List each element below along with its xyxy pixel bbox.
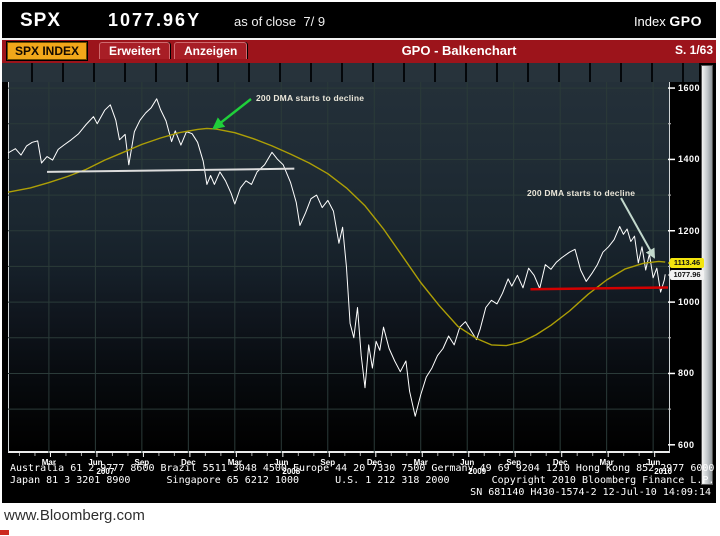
y-axis-label: 600 [678, 439, 695, 450]
as-of-text: as of close 7/ 9 [234, 14, 326, 29]
ticker-symbol: SPX [20, 10, 62, 31]
x-axis-label: Jun [88, 458, 103, 467]
x-axis-label: Jun [460, 458, 475, 467]
tab-anzeigen[interactable]: Anzeigen [174, 42, 248, 59]
x-axis-year-label: 2007 [96, 467, 115, 476]
red-dash-decoration [0, 530, 9, 535]
chart-title: GPO - Balkenchart [401, 43, 517, 58]
toolbar: SPX INDEX Erweitert Anzeigen GPO - Balke… [2, 40, 716, 63]
x-axis-year-label: 2010 [654, 467, 673, 476]
page-indicator[interactable]: S. 1/63 [674, 43, 713, 57]
footer-line-1: Australia 61 2 9777 8600 Brazil 5511 304… [10, 463, 715, 474]
x-axis-year-label: 2009 [468, 467, 487, 476]
x-axis-label: Sep [506, 458, 522, 467]
index-label: Index [633, 14, 666, 29]
last-price-marker: 1077.96 [668, 270, 704, 280]
x-axis-label: Sep [320, 458, 336, 467]
index-function-label: Index GPO [634, 13, 702, 29]
header-separator [2, 38, 716, 40]
footer-line-3: SN 681140 H430-1574-2 12-Jul-10 14:09:14 [470, 487, 711, 498]
security-button[interactable]: SPX INDEX [7, 42, 88, 60]
browser-strip: www.Bloomberg.com [0, 503, 720, 536]
x-axis-label: Jun [274, 458, 289, 467]
y-axis-label: 1000 [678, 297, 701, 308]
y-axis-label: 1200 [678, 225, 701, 236]
annotation-dma-right: 200 DMA starts to decline [527, 188, 636, 198]
y-axis-label: 1600 [678, 83, 701, 94]
x-axis-label: Dec [552, 458, 568, 467]
x-axis-label: Dec [180, 458, 196, 467]
y-axis-label: 1400 [678, 154, 701, 165]
y-axis-label: 800 [678, 368, 695, 379]
last-price: 1077.96Y [108, 10, 202, 30]
footer-line-2: Japan 81 3 3201 8900 Singapore 65 6212 1… [10, 475, 715, 486]
dma-price-marker: 1113.46 [668, 258, 704, 268]
annotation-dma-top: 200 DMA starts to decline [256, 93, 365, 103]
inactive-button-row [2, 63, 699, 83]
x-axis-label: Mar [413, 458, 428, 467]
x-axis-label: Mar [599, 458, 614, 467]
x-axis-label: Jun [646, 458, 661, 467]
function-code: GPO [669, 13, 702, 29]
x-axis-label: Sep [134, 458, 150, 467]
x-axis-label: Dec [366, 458, 382, 467]
terminal-window: SPX 1077.96Y as of close 7/ 9 Index GPO … [2, 2, 716, 503]
x-axis-year-label: 2008 [282, 467, 301, 476]
chart-plot-area [8, 82, 670, 453]
url-text: www.Bloomberg.com [4, 507, 145, 524]
tab-erweitert[interactable]: Erweitert [99, 42, 171, 59]
x-axis-label: Mar [41, 458, 56, 467]
x-axis-label: Mar [227, 458, 242, 467]
